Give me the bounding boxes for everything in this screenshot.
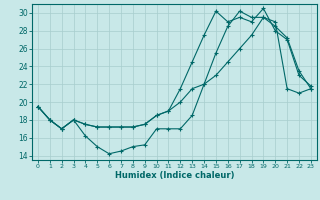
- X-axis label: Humidex (Indice chaleur): Humidex (Indice chaleur): [115, 171, 234, 180]
